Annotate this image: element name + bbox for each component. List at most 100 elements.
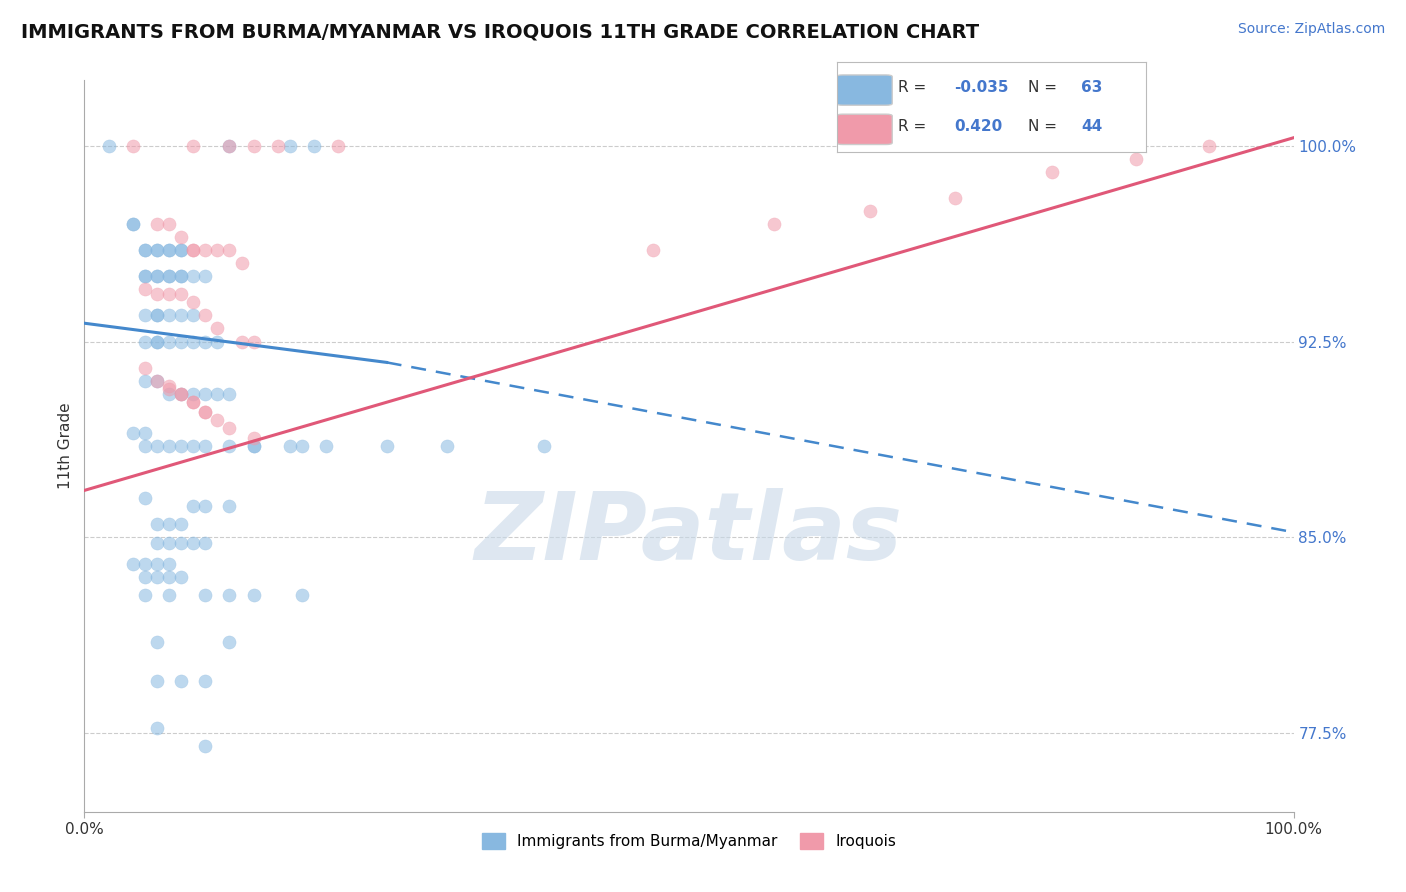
- Point: [170, 386, 193, 401]
- Point: [146, 243, 169, 257]
- Point: [181, 334, 204, 349]
- Point: [157, 517, 180, 532]
- Point: [1125, 152, 1147, 166]
- Point: [134, 360, 156, 375]
- Point: [1040, 164, 1063, 178]
- Point: [146, 334, 169, 349]
- Point: [157, 535, 180, 549]
- Point: [170, 535, 193, 549]
- Point: [194, 309, 217, 323]
- Point: [328, 138, 350, 153]
- Point: [97, 138, 120, 153]
- Point: [291, 588, 314, 602]
- Point: [181, 269, 204, 284]
- Text: R =: R =: [898, 80, 932, 95]
- Point: [157, 217, 180, 231]
- Point: [121, 217, 143, 231]
- Point: [194, 674, 217, 689]
- Point: [302, 138, 325, 153]
- Point: [134, 569, 156, 583]
- Point: [278, 138, 301, 153]
- Point: [194, 334, 217, 349]
- Point: [157, 334, 180, 349]
- Point: [194, 588, 217, 602]
- Point: [146, 309, 169, 323]
- Point: [181, 535, 204, 549]
- Point: [242, 588, 264, 602]
- Point: [146, 217, 169, 231]
- Point: [170, 439, 193, 453]
- Text: ZIPatlas: ZIPatlas: [475, 488, 903, 580]
- Text: 44: 44: [1081, 120, 1102, 134]
- Point: [134, 374, 156, 388]
- Point: [231, 334, 253, 349]
- Point: [134, 557, 156, 571]
- Point: [134, 243, 156, 257]
- Point: [157, 269, 180, 284]
- Point: [146, 535, 169, 549]
- Point: [121, 138, 143, 153]
- Point: [121, 557, 143, 571]
- Point: [170, 243, 193, 257]
- Point: [194, 405, 217, 419]
- Point: [146, 243, 169, 257]
- Point: [218, 588, 240, 602]
- Point: [170, 243, 193, 257]
- Point: [207, 386, 229, 401]
- Text: IMMIGRANTS FROM BURMA/MYANMAR VS IROQUOIS 11TH GRADE CORRELATION CHART: IMMIGRANTS FROM BURMA/MYANMAR VS IROQUOI…: [21, 22, 979, 41]
- Point: [181, 243, 204, 257]
- Point: [157, 379, 180, 393]
- Point: [170, 287, 193, 301]
- Point: [170, 386, 193, 401]
- Point: [157, 269, 180, 284]
- Point: [134, 491, 156, 506]
- Point: [170, 386, 193, 401]
- Point: [121, 217, 143, 231]
- Point: [170, 230, 193, 244]
- Text: R =: R =: [898, 120, 932, 134]
- Point: [134, 269, 156, 284]
- Point: [242, 439, 264, 453]
- Point: [218, 386, 240, 401]
- Point: [157, 243, 180, 257]
- Text: N =: N =: [1028, 120, 1062, 134]
- Point: [134, 425, 156, 440]
- Point: [181, 499, 204, 513]
- Point: [146, 334, 169, 349]
- Legend: Immigrants from Burma/Myanmar, Iroquois: Immigrants from Burma/Myanmar, Iroquois: [475, 827, 903, 855]
- Point: [194, 405, 217, 419]
- Point: [218, 243, 240, 257]
- Point: [170, 517, 193, 532]
- Y-axis label: 11th Grade: 11th Grade: [58, 402, 73, 490]
- Point: [134, 282, 156, 296]
- Point: [181, 439, 204, 453]
- Point: [207, 334, 229, 349]
- FancyBboxPatch shape: [837, 75, 893, 105]
- Point: [291, 439, 314, 453]
- Point: [134, 334, 156, 349]
- Point: [242, 334, 264, 349]
- Point: [170, 334, 193, 349]
- Point: [157, 386, 180, 401]
- Point: [146, 721, 169, 735]
- Point: [121, 425, 143, 440]
- Point: [146, 374, 169, 388]
- Point: [146, 269, 169, 284]
- Point: [146, 269, 169, 284]
- Point: [146, 517, 169, 532]
- Point: [134, 439, 156, 453]
- Point: [1198, 138, 1220, 153]
- Point: [134, 309, 156, 323]
- Point: [218, 420, 240, 434]
- Point: [157, 569, 180, 583]
- Point: [170, 269, 193, 284]
- Point: [181, 394, 204, 409]
- Point: [134, 243, 156, 257]
- Point: [157, 287, 180, 301]
- Point: [242, 431, 264, 445]
- Point: [242, 439, 264, 453]
- Point: [157, 557, 180, 571]
- Point: [157, 439, 180, 453]
- Point: [146, 439, 169, 453]
- Point: [181, 138, 204, 153]
